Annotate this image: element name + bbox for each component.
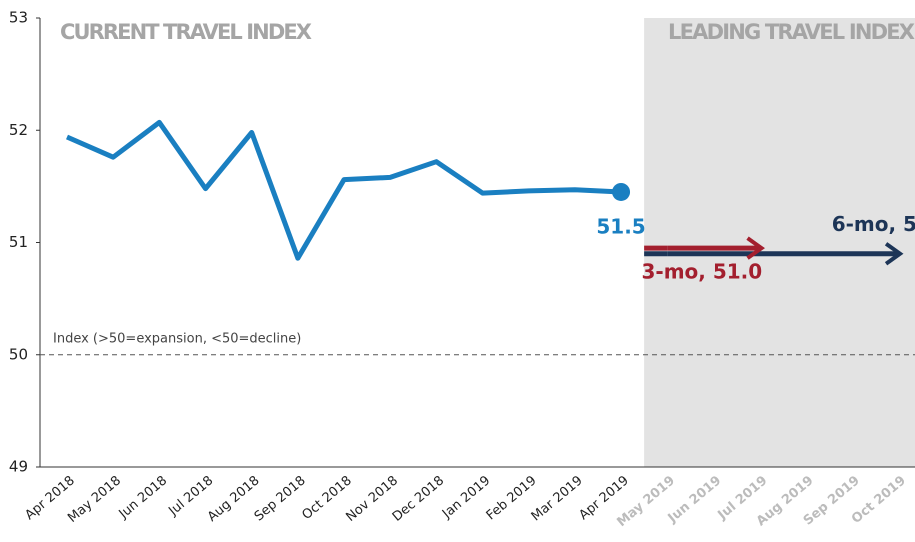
value-label: 51.5 bbox=[596, 214, 645, 238]
y-tick-label: 52 bbox=[9, 121, 28, 139]
title: CURRENT TRAVEL INDEX bbox=[60, 20, 312, 44]
x-tick-label: Dec 2018 bbox=[390, 473, 447, 525]
leading-shade bbox=[644, 18, 915, 467]
annotation: Index (>50=expansion, <50=decline) bbox=[53, 331, 301, 346]
current-line bbox=[65, 119, 622, 261]
y-tick-label: 53 bbox=[9, 9, 28, 27]
x-tick-label: Mar 2019 bbox=[529, 473, 586, 524]
y-tick-label: 50 bbox=[9, 345, 28, 363]
x-tick-label: Sep 2018 bbox=[252, 473, 309, 524]
arrow-head bbox=[746, 236, 765, 260]
subtitle: LEADING TRAVEL INDEX bbox=[668, 20, 915, 44]
x-tick-label: Aug 2018 bbox=[205, 473, 263, 525]
end-marker bbox=[612, 182, 631, 201]
arrow-label: 3-mo, 51.0 bbox=[641, 260, 762, 284]
x-tick-label: Jun 2018 bbox=[116, 473, 170, 522]
y-tick-label: 51 bbox=[9, 233, 28, 251]
y-tick-label: 49 bbox=[9, 458, 28, 476]
arrow-label: 6-mo, 50.9 bbox=[832, 212, 915, 236]
arrow-head bbox=[884, 242, 904, 266]
